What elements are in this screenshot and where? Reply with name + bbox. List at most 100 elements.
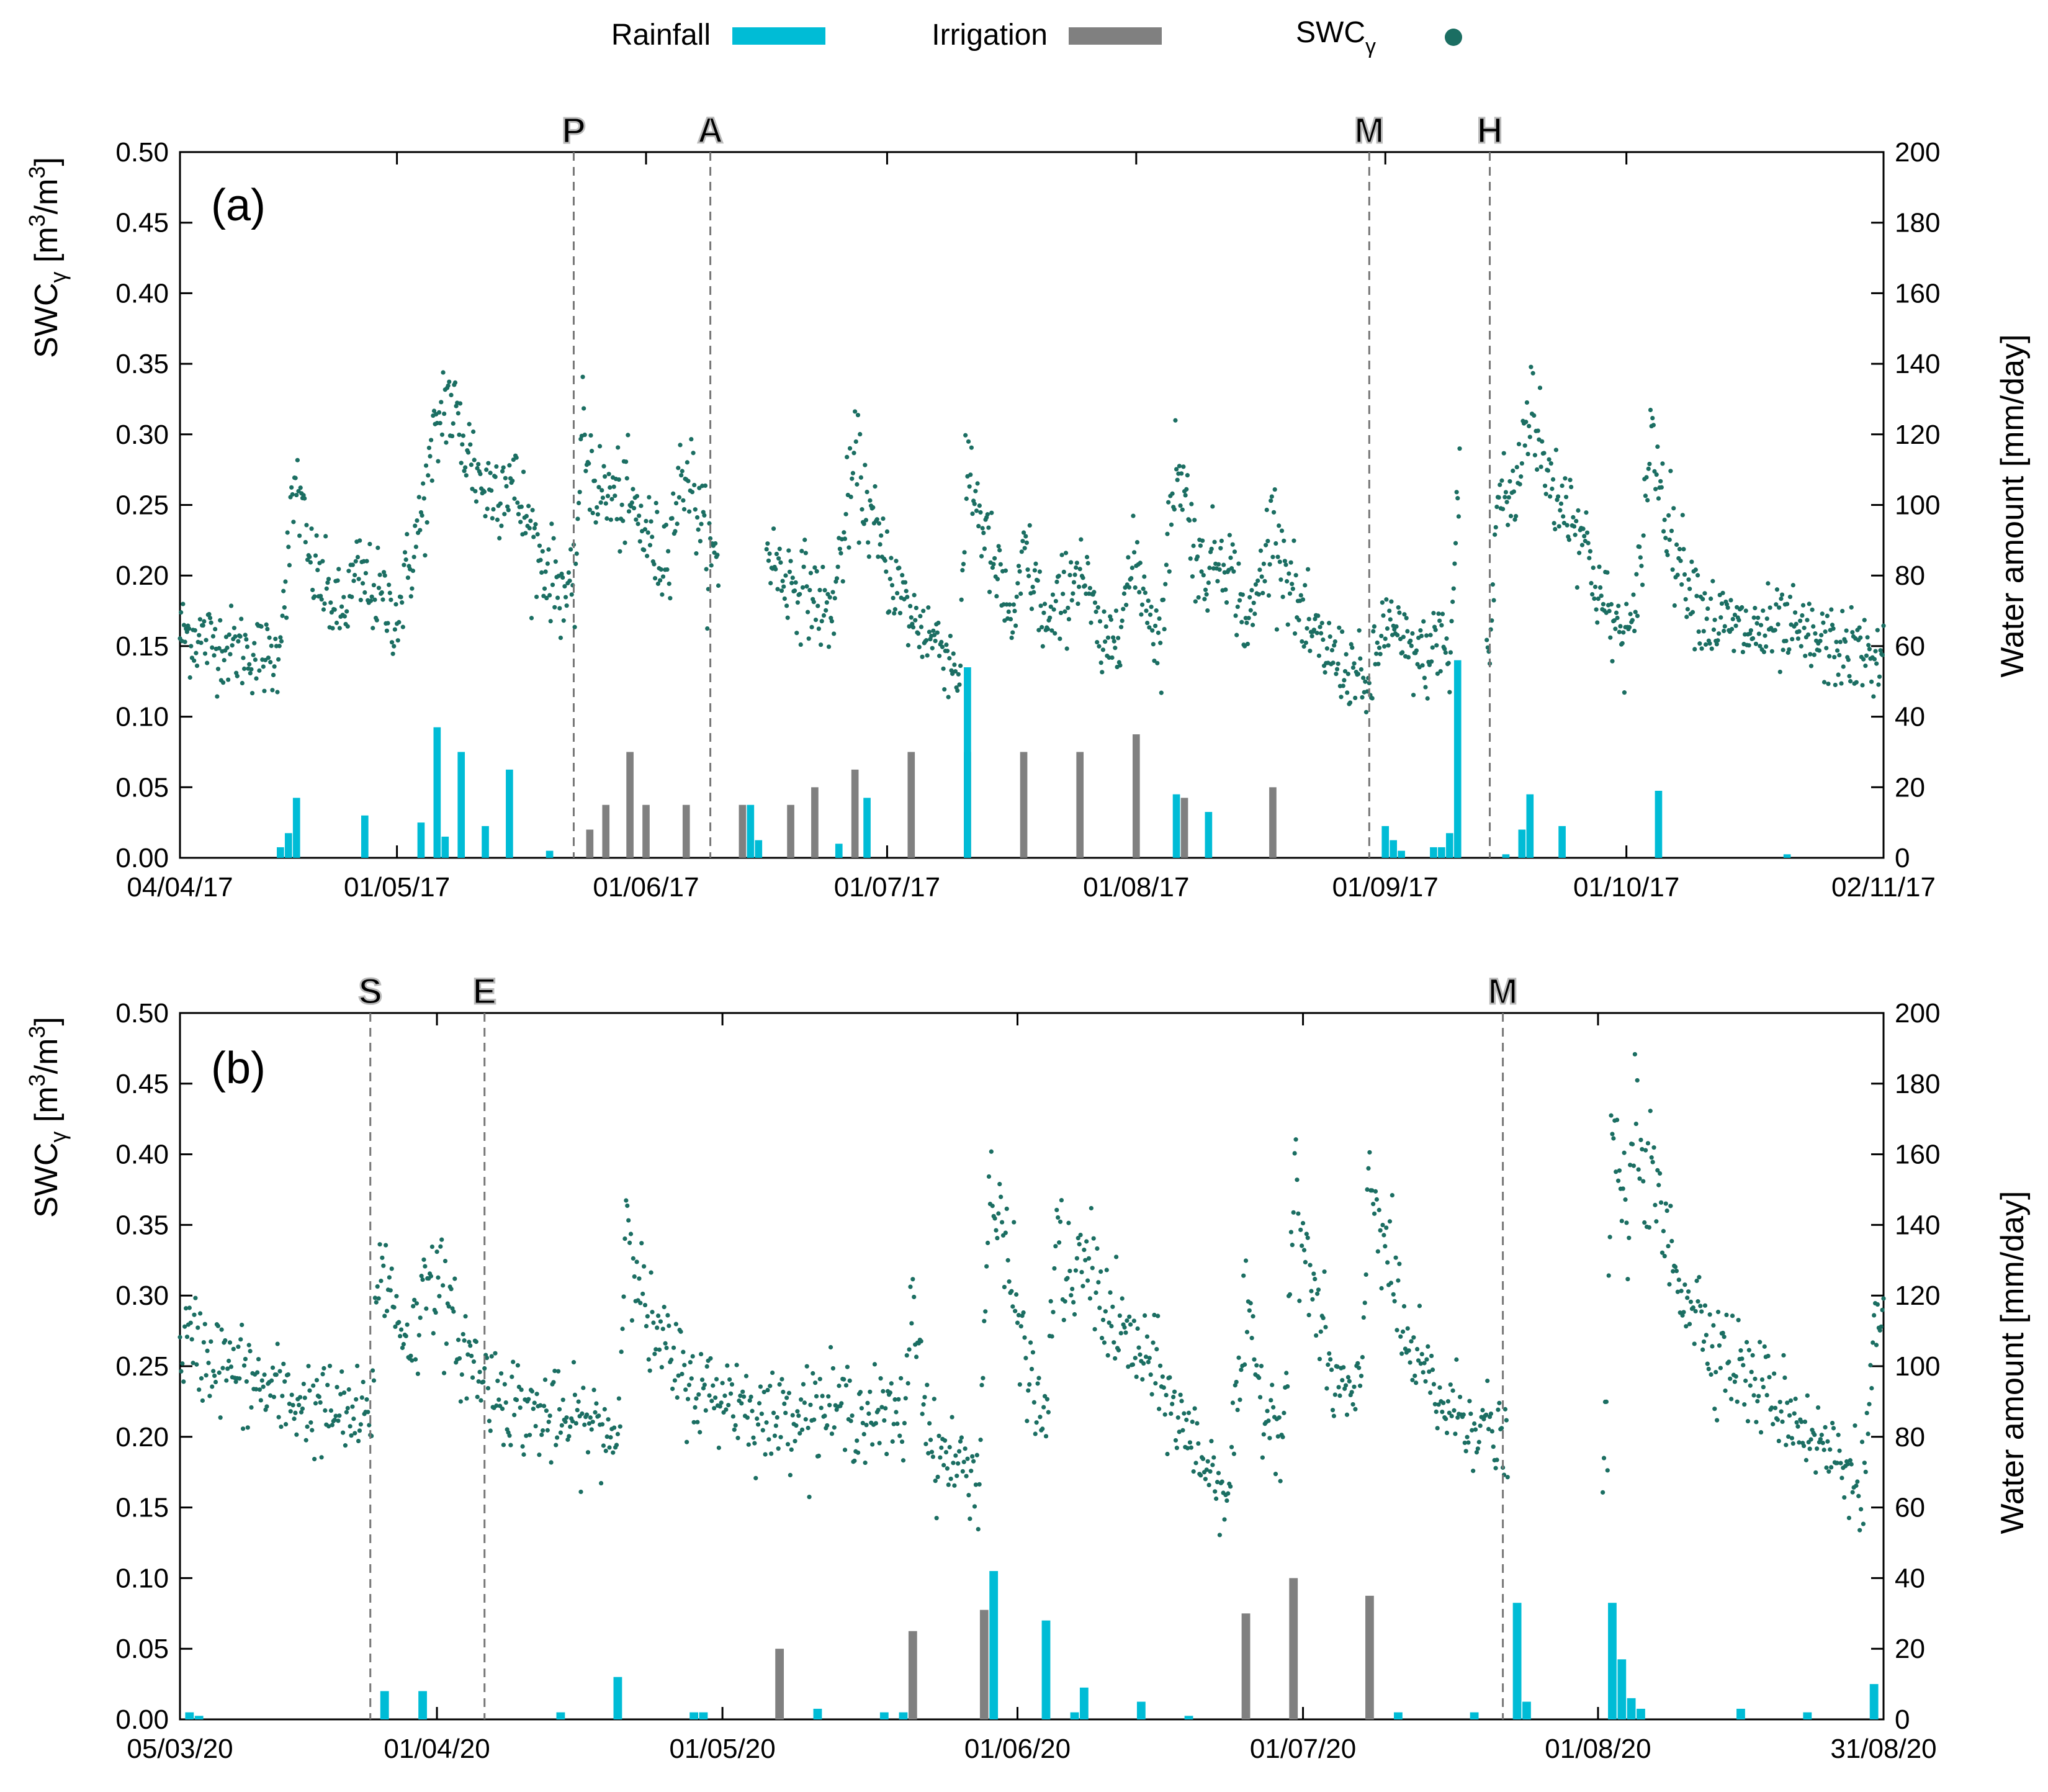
panel-b-swc-point [645,1314,650,1319]
panel-b-swc-point [935,1474,940,1480]
panel-a-swc-point [803,551,808,556]
panel-a-swc-point [968,472,973,477]
panel-a-swc-point [569,592,574,597]
panel-a-swc-point [1634,572,1639,577]
panel-a-swc-point [776,556,781,561]
panel-a-swc-point [1152,658,1157,664]
panel-a-swc-point [665,549,671,554]
panel-b-rainfall-bar [1070,1712,1079,1719]
panel-b-swc-point [922,1395,927,1400]
panel-a-swc-point [1195,554,1200,559]
panel-b-swc-point [699,1351,704,1357]
panel-b-swc-point [307,1388,312,1393]
panel-b-swc-point [652,1351,657,1356]
panel-a-swc-point [1835,648,1840,653]
panel-a-swc-point [1097,644,1102,649]
panel-a-swc-point [1813,631,1818,636]
panel-a-swc-point [212,653,217,658]
panel-b-swc-point [1762,1344,1767,1349]
panel-a-swc-point [1252,611,1257,616]
panel-a-swc-point [1300,597,1306,602]
panel-b-swc-point [1365,1187,1370,1192]
panel-b-swc-point [532,1400,537,1405]
panel-b-swc-point [936,1433,941,1438]
panel-b-swc-point [739,1401,744,1406]
panel-a-swc-point [478,472,483,477]
panel-b-rainfall-bar [194,1716,204,1719]
panel-b-swc-point [926,1451,931,1456]
panel-b-swc-point [1300,1220,1306,1226]
panel-b-swc-point [1179,1398,1184,1403]
panel-a-swc-point [222,657,227,663]
panel-b-swc-point [1229,1444,1234,1449]
panel-b-swc-point [1377,1207,1381,1212]
panel-a-swc-point [1301,644,1306,649]
panel-a-swc-point [1420,663,1425,668]
panel-b-swc-point [555,1369,561,1374]
panel-a-y2tick-label: 200 [1895,137,1940,168]
panel-a-swc-point [848,494,853,500]
panel-a-swc-point [1309,634,1314,639]
panel-a-swc-point [851,451,856,456]
panel-a-swc-point [816,626,821,631]
panel-b-swc-point [1854,1483,1859,1488]
panel-a-rainfall-bar [482,826,489,858]
panel-b-swc-point [1260,1455,1265,1460]
panel-a-swc-point [236,639,241,644]
panel-b-swc-point [1601,1456,1607,1461]
panel-b-swc-point [213,1379,218,1385]
panel-b-swc-point [628,1231,634,1236]
panel-a-swc-point [423,553,428,558]
panel-a-swc-point [1146,598,1151,603]
panel-b-swc-point [1623,1197,1628,1202]
panel-b-swc-point [320,1372,325,1377]
panel-b-swc-point [703,1408,708,1413]
panel-a-swc-point [914,605,918,611]
panel-a-swc-point [1040,624,1044,630]
panel-b-swc-point [1821,1448,1826,1452]
panel-b-swc-point [1869,1385,1874,1391]
panel-b-swc-point [332,1417,337,1423]
panel-a-swc-point [908,603,913,609]
panel-b-swc-point [215,1323,220,1328]
panel-a-swc-point [444,440,449,445]
panel-a-swc-point [1256,592,1261,597]
panel-b-swc-point [476,1379,481,1384]
panel-a-swc-point [1811,624,1816,629]
panel-b-swc-point [351,1416,356,1421]
panel-a-swc-point [261,664,266,669]
panel-b-swc-point [575,1408,580,1413]
panel-a-swc-point [1881,623,1886,628]
panel-b-swc-point [601,1443,606,1448]
panel-a-swc-point [1803,654,1808,659]
panel-b-swc-point [1426,1344,1430,1349]
panel-a-swc-point [1838,639,1843,644]
panel-b-swc-point [1414,1346,1420,1352]
panel-b-swc-point [726,1403,731,1408]
panel-a-swc-point [1381,644,1387,649]
panel-a-ylabel: SWCγ [m3/m3] [24,157,71,358]
panel-a-rainfall-bar [1390,840,1397,858]
panel-a-swc-point [323,534,328,539]
panel-a-swc-point [1248,608,1253,613]
panel-b-rainfall-bar [1617,1659,1627,1719]
panel-b-swc-point [655,1313,661,1318]
panel-a-swc-point [1639,564,1644,569]
panel-a-swc-point [619,502,624,507]
panel-a-swc-point [326,577,331,582]
panel-b-swc-point [1125,1318,1130,1323]
panel-b-swc-point [724,1407,729,1412]
panel-a-swc-point [1215,579,1220,583]
panel-b-swc-point [1378,1228,1383,1233]
panel-b-swc-point [1738,1348,1743,1353]
panel-a-swc-point [675,521,680,526]
panel-a-swc-point [801,564,806,569]
panel-b-swc-point [279,1424,284,1430]
panel-a-swc-point [1681,547,1686,552]
panel-b-swc-point [989,1149,994,1154]
panel-a-swc-point [1514,464,1519,470]
panel-b-swc-point [974,1452,979,1457]
panel-a-swc-point [1157,616,1162,621]
panel-a-irrigation-bar [1076,752,1084,858]
panel-b-swc-point [325,1382,330,1387]
